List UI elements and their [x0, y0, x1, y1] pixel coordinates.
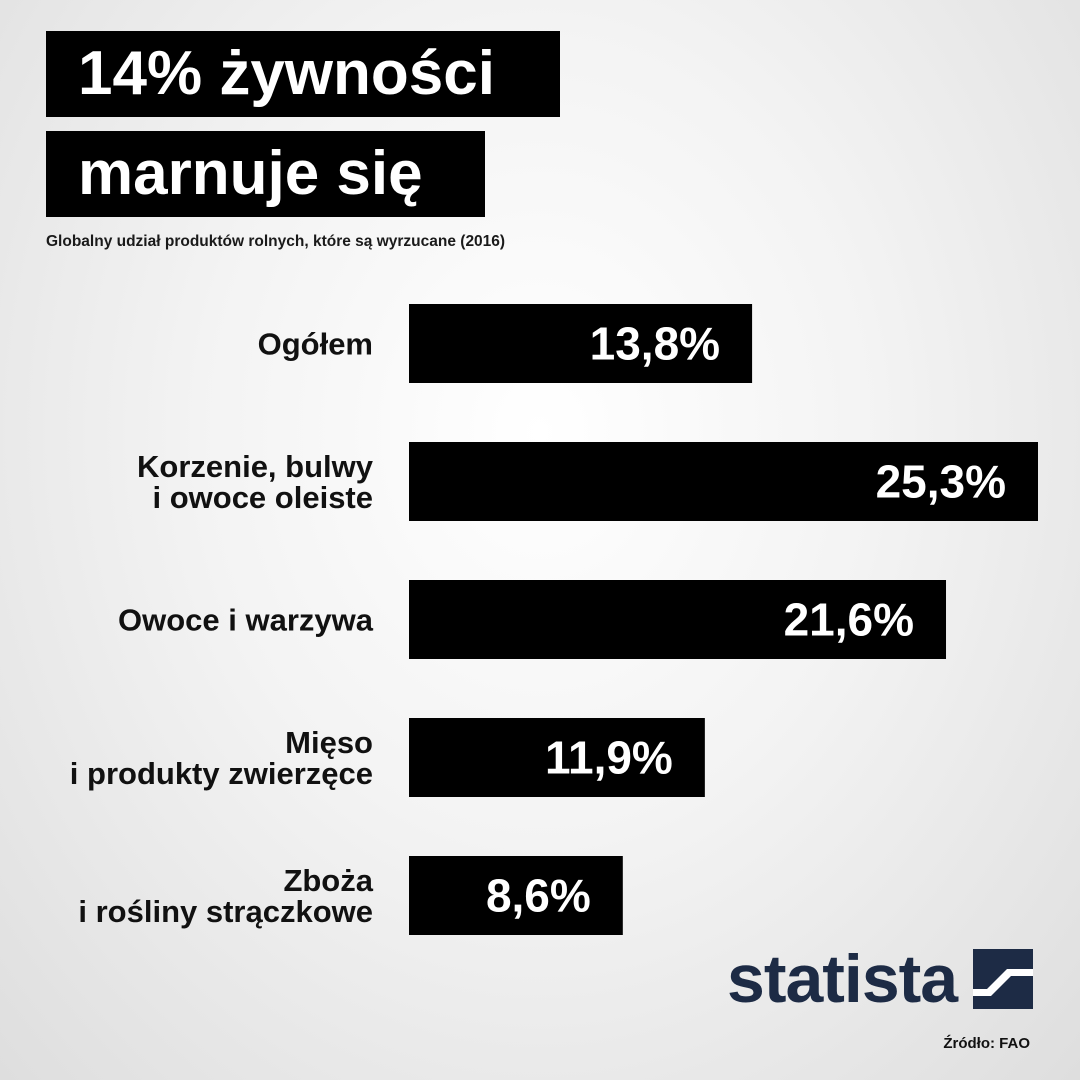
category-label-1: Korzenie, bulwy i owoce oleiste [137, 449, 374, 515]
category-label-4-line-0: Zboża [283, 863, 373, 898]
category-label-1-line-0: Korzenie, bulwy [137, 449, 374, 484]
value-label-0: 13,8% [590, 318, 720, 370]
bar-2 [409, 580, 947, 659]
category-label-0: Ogółem [258, 327, 373, 362]
title-line-1: 14% żywności [46, 31, 560, 117]
logo-text: statista [727, 941, 958, 1017]
title-line-2: marnuje się [46, 131, 485, 217]
category-label-4: Zboża i rośliny strączkowe [78, 863, 373, 929]
bar-0 [409, 304, 753, 383]
category-label-3: Mięso i produkty zwierzęce [70, 725, 373, 791]
category-label-1-line-1: i owoce oleiste [152, 480, 373, 515]
statista-logo: statista [727, 941, 1034, 1017]
value-label-4: 8,6% [486, 870, 591, 922]
statista-logo-icon [973, 949, 1034, 1009]
bar-3 [409, 718, 705, 797]
category-label-0-line-0: Ogółem [258, 327, 373, 362]
bar-1 [409, 442, 1038, 521]
bar-4 [409, 856, 623, 935]
category-label-3-line-1: i produkty zwierzęce [70, 756, 373, 791]
source-note: Źródło: FAO [943, 1035, 1030, 1052]
category-label-2: Owoce i warzywa [118, 603, 374, 638]
subtitle: Globalny udział produktów rolnych, które… [46, 233, 506, 250]
value-label-1: 25,3% [876, 456, 1006, 508]
value-label-2: 21,6% [784, 594, 914, 646]
category-label-3-line-0: Mięso [285, 725, 373, 760]
category-label-2-line-0: Owoce i warzywa [118, 603, 374, 638]
category-label-4-line-1: i rośliny strączkowe [78, 894, 373, 929]
value-label-3: 11,9% [545, 732, 673, 784]
